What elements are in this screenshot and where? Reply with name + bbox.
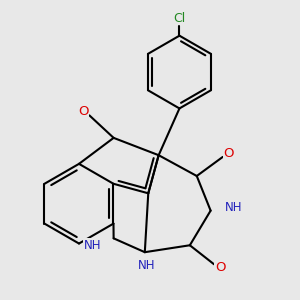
- Text: O: O: [215, 261, 226, 274]
- Text: NH: NH: [84, 239, 101, 252]
- Text: Cl: Cl: [173, 12, 186, 25]
- Text: NH: NH: [138, 259, 155, 272]
- Text: NH: NH: [225, 201, 243, 214]
- Text: O: O: [78, 105, 88, 118]
- Text: O: O: [224, 147, 234, 160]
